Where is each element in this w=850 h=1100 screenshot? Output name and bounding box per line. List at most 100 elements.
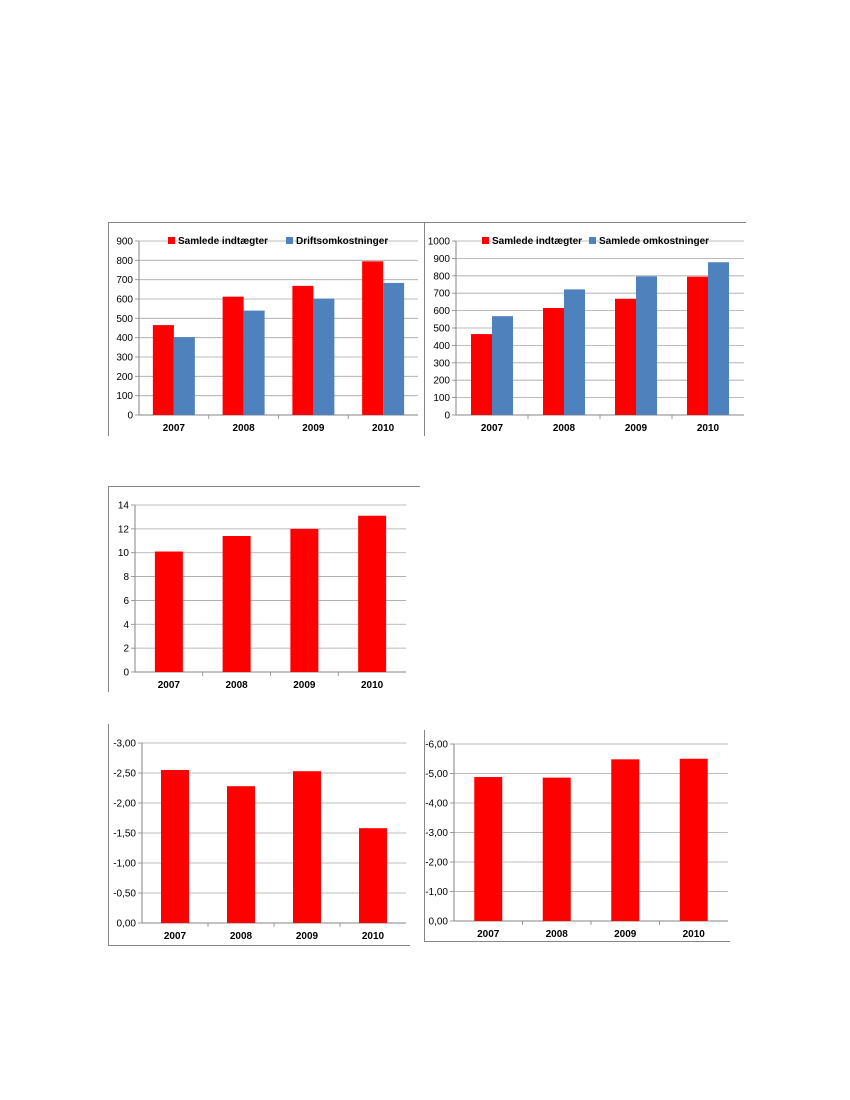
y-tick-label: 500: [116, 314, 133, 325]
y-tick-label: 800: [433, 271, 450, 282]
y-tick-label: 10: [118, 548, 130, 559]
y-tick-label: -1,00: [425, 887, 448, 898]
x-category-label: 2008: [226, 680, 249, 691]
legend-swatch: [286, 237, 293, 244]
legend-label: Driftsomkostninger: [296, 236, 388, 247]
chart-negative-right: 0,00 -1,00 -2,00 -3,00 -4,00 -5,00 -6,00 2007 20…: [424, 730, 730, 942]
x-category-label: 2010: [683, 929, 706, 940]
bar-2010: [679, 758, 708, 921]
y-tick-label: 400: [433, 341, 450, 352]
bar-2007: [474, 777, 503, 921]
bar-2007: [161, 770, 189, 923]
bar-2009: [290, 528, 319, 672]
y-tick-label: -2,00: [113, 799, 136, 810]
x-category-label: 2007: [481, 423, 504, 434]
y-tick-label: 14: [118, 501, 130, 512]
legend-swatch: [589, 237, 596, 244]
x-category-label: 2007: [164, 931, 187, 942]
chart-driftsomkostninger: 0 100 200 300 400 500 600 700 800 900 2007 2008 2009…: [108, 222, 424, 436]
y-tick-label: 700: [433, 289, 450, 300]
y-tick-label: 4: [123, 620, 129, 631]
y-tick-label: 800: [116, 256, 133, 267]
y-tick-label: 0,00: [429, 917, 449, 928]
bar-2007-series-1: [471, 334, 492, 415]
x-category-label: 2009: [625, 423, 648, 434]
y-tick-label: 300: [116, 353, 133, 364]
y-tick-label: -4,00: [425, 799, 448, 810]
y-tick-label: 600: [433, 306, 450, 317]
y-tick-label: 700: [116, 275, 133, 286]
x-category-label: 2009: [293, 680, 316, 691]
x-category-label: 2010: [697, 423, 720, 434]
y-tick-label: 900: [116, 237, 133, 248]
chart-samlede-omkostninger: 0 100 200 300 400 500 600 700 800 900 1000 2007 2008…: [424, 222, 746, 436]
y-tick-label: 100: [433, 393, 450, 404]
y-tick-label: 200: [116, 372, 133, 383]
y-tick-label: 0: [127, 411, 133, 422]
bar-2010: [359, 828, 387, 923]
bar-2008: [227, 786, 255, 923]
x-category-label: 2009: [614, 929, 637, 940]
bar-2008-series-1: [222, 296, 244, 415]
y-tick-label: -3,00: [113, 739, 136, 750]
y-tick-label: 1000: [428, 237, 451, 248]
x-category-label: 2007: [158, 680, 181, 691]
x-category-label: 2007: [163, 423, 186, 434]
y-tick-label: -2,50: [113, 769, 136, 780]
x-category-label: 2010: [361, 680, 384, 691]
bar-2009-series-2: [313, 298, 335, 415]
x-category-label: 2008: [233, 423, 256, 434]
y-tick-label: -0,50: [113, 889, 136, 900]
y-tick-label: 2: [123, 644, 129, 655]
bar-2008-series-2: [243, 310, 265, 415]
bar-2008: [542, 777, 571, 921]
y-tick-label: 300: [433, 358, 450, 369]
bar-2009-series-1: [615, 298, 636, 415]
y-tick-label: -6,00: [425, 740, 448, 751]
legend-label: Samlede indtægter: [178, 236, 268, 247]
bar-2009-series-2: [636, 276, 657, 415]
y-tick-label: -3,00: [425, 828, 448, 839]
y-tick-label: 0: [444, 411, 450, 422]
y-tick-label: 100: [116, 391, 133, 402]
bar-2010: [358, 515, 387, 672]
bar-2007: [154, 551, 183, 672]
bar-2008: [222, 536, 251, 672]
y-tick-label: 600: [116, 295, 133, 306]
y-tick-label: 8: [123, 572, 129, 583]
y-tick-label: 900: [433, 254, 450, 265]
legend-swatch: [168, 237, 175, 244]
bar-2010-series-2: [708, 262, 729, 415]
bar-2010-series-1: [687, 276, 708, 415]
x-category-label: 2009: [296, 931, 319, 942]
y-tick-label: 0,00: [117, 919, 137, 930]
bar-2009-series-1: [292, 285, 314, 415]
y-tick-label: -5,00: [425, 769, 448, 780]
bar-2010-series-2: [383, 282, 405, 415]
legend-label: Samlede indtægter: [492, 236, 582, 247]
x-category-label: 2008: [230, 931, 253, 942]
x-category-label: 2008: [553, 423, 576, 434]
y-tick-label: 0: [123, 668, 129, 679]
legend-swatch: [482, 237, 489, 244]
x-category-label: 2010: [372, 423, 395, 434]
x-category-label: 2008: [546, 929, 569, 940]
y-tick-label: 500: [433, 324, 450, 335]
y-tick-label: -1,00: [113, 859, 136, 870]
bar-2008-series-1: [543, 307, 564, 415]
y-tick-label: 12: [118, 524, 130, 535]
y-tick-label: 400: [116, 333, 133, 344]
bar-2010-series-1: [362, 261, 384, 415]
x-category-label: 2009: [302, 423, 325, 434]
chart-negative-left: 0,00 -0,50 -1,00 -1,50 -2,00 -2,50 -3,00 2007 20…: [108, 724, 410, 946]
x-category-label: 2007: [477, 929, 500, 940]
bar-2007-series-2: [492, 316, 513, 415]
y-tick-label: -2,00: [425, 858, 448, 869]
bar-2007-series-2: [173, 337, 195, 415]
y-tick-label: 6: [123, 596, 129, 607]
y-tick-label: -1,50: [113, 829, 136, 840]
legend-label: Samlede omkostninger: [599, 236, 709, 247]
bar-2009: [611, 759, 640, 921]
bar-2008-series-2: [564, 289, 585, 415]
y-tick-label: 200: [433, 376, 450, 387]
